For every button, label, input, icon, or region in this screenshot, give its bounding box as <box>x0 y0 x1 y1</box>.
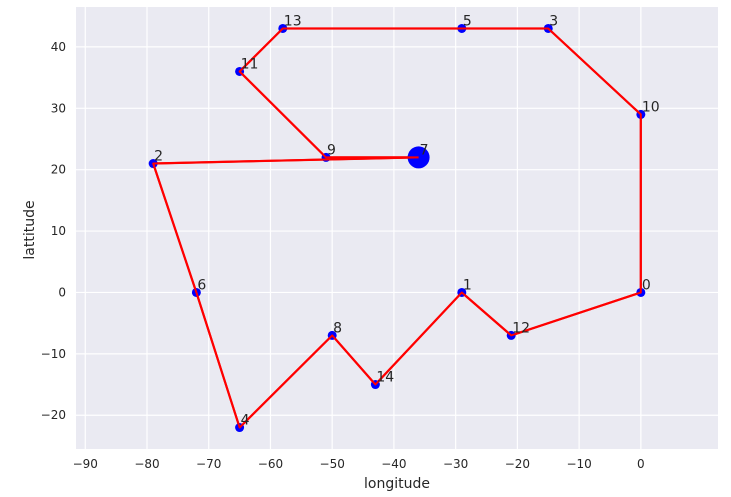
plot-area <box>76 7 718 449</box>
node-label: 9 <box>327 142 336 158</box>
x-tick-label: 0 <box>637 457 645 471</box>
x-tick-label: −60 <box>258 457 283 471</box>
y-axis-label: lattitude <box>22 200 38 259</box>
node-label: 3 <box>549 13 558 29</box>
x-tick-label: −90 <box>73 457 98 471</box>
node-label: 0 <box>642 277 651 293</box>
y-tick-label: 40 <box>51 40 66 54</box>
node-label: 13 <box>284 13 302 29</box>
node-label: 10 <box>642 99 660 115</box>
node-label: 14 <box>376 370 394 386</box>
x-tick-label: −40 <box>381 457 406 471</box>
x-tick-label: −70 <box>196 457 221 471</box>
data-points <box>148 23 646 433</box>
y-tick-labels: −20 −10 0 10 20 30 40 <box>41 40 66 422</box>
x-tick-labels: −90 −80 −70 −60 −50 −40 −30 −20 −10 0 <box>73 457 645 471</box>
node-label: 5 <box>463 13 472 29</box>
node-label: 12 <box>512 320 530 336</box>
y-tick-label: 0 <box>58 285 66 299</box>
x-axis-label: longitude <box>364 476 430 492</box>
y-tick-label: −10 <box>41 347 66 361</box>
node-label: 11 <box>241 56 259 72</box>
x-tick-label: −50 <box>320 457 345 471</box>
x-tick-label: −20 <box>505 457 530 471</box>
node-label: 8 <box>333 320 342 336</box>
y-tick-label: 10 <box>51 224 66 238</box>
route-line-overlay <box>152 27 642 429</box>
start-point <box>407 146 430 169</box>
y-tick-label: 20 <box>51 163 66 177</box>
node-label: 1 <box>463 277 472 293</box>
node-label: 2 <box>154 149 163 165</box>
y-tick-label: 30 <box>51 101 66 115</box>
x-tick-label: −80 <box>134 457 159 471</box>
y-tick-label: −20 <box>41 408 66 422</box>
node-label: 6 <box>197 277 206 293</box>
node-label: 4 <box>241 413 250 429</box>
x-tick-label: −30 <box>443 457 468 471</box>
grid <box>76 7 718 449</box>
x-tick-label: −10 <box>566 457 591 471</box>
node-label: 7 <box>420 142 429 158</box>
